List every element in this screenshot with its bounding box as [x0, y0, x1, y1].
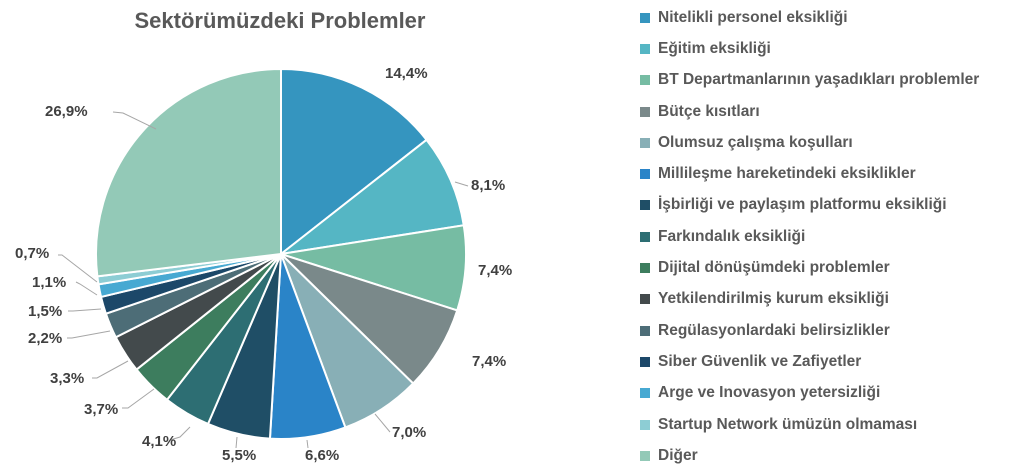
legend-swatch — [640, 231, 650, 242]
legend-item: Farkındalık eksikliği — [640, 221, 1024, 252]
legend-item: Yetkilendirilmiş kurum eksikliği — [640, 284, 1024, 315]
legend-label: Startup Network ümüzün olmaması — [658, 415, 918, 433]
legend-swatch — [640, 137, 650, 148]
data-label: 14,4% — [385, 65, 428, 82]
data-label: 3,3% — [50, 370, 84, 387]
legend-swatch — [640, 325, 650, 336]
leader-line — [454, 181, 469, 187]
legend-swatch — [640, 419, 650, 430]
data-label: 0,7% — [15, 245, 49, 262]
data-label: 4,1% — [142, 433, 176, 450]
legend-label: Yetkilendirilmiş kurum eksikliği — [658, 290, 889, 308]
legend: Nitelikli personel eksikliği Eğitim eksik… — [640, 2, 1024, 471]
leader-line — [374, 413, 391, 433]
pie-slice — [94, 67, 282, 278]
leader-line — [68, 308, 102, 312]
legend-item: İşbirliği ve paylaşım platformu eksikliğ… — [640, 190, 1024, 221]
pie-slice — [277, 138, 465, 256]
data-label: 1,5% — [28, 303, 62, 320]
legend-label: Millileşme hareketindeki eksiklikler — [658, 165, 916, 183]
data-label: 7,0% — [392, 424, 426, 441]
legend-swatch — [640, 200, 650, 211]
chart-title: Sektörümüzdeki Problemler — [134, 8, 426, 33]
legend-label: BT Departmanlarının yaşadıkları probleml… — [658, 71, 980, 89]
pie-slice — [280, 67, 428, 257]
legend-item: Dijital dönüşümdeki problemler — [640, 252, 1024, 283]
legend-swatch — [640, 106, 650, 117]
legend-swatch — [640, 12, 650, 23]
leader-line — [122, 388, 155, 409]
legend-label: İşbirliği ve paylaşım platformu eksikliğ… — [658, 196, 947, 214]
leader-line — [112, 111, 157, 130]
legend-label: Eğitim eksikliği — [658, 39, 771, 57]
legend-label: Bütçe kısıtları — [658, 102, 760, 120]
legend-label: Siber Güvenlik ve Zafiyetler — [658, 352, 862, 370]
legend-label: Regülasyonlardaki belirsizlikler — [658, 321, 890, 339]
legend-label: Nitelikli personel eksikliği — [658, 8, 848, 26]
legend-label: Dijital dönüşümdeki problemler — [658, 259, 890, 277]
legend-swatch — [640, 263, 650, 274]
legend-item: Bütçe kısıtları — [640, 96, 1024, 127]
legend-label: Farkındalık eksikliği — [658, 227, 806, 245]
leader-line — [67, 330, 111, 339]
legend-item: Siber Güvenlik ve Zafiyetler — [640, 346, 1024, 377]
data-label: 3,7% — [84, 401, 118, 418]
leader-line — [92, 360, 129, 379]
legend-item: Diğer — [640, 440, 1024, 471]
legend-swatch — [640, 169, 650, 180]
data-label: 8,1% — [471, 177, 505, 194]
data-label: 2,2% — [28, 330, 62, 347]
leader-line — [58, 254, 98, 283]
data-label: 7,4% — [472, 353, 506, 370]
leader-line — [306, 439, 309, 449]
legend-swatch — [640, 450, 650, 461]
legend-item: Nitelikli personel eksikliği — [640, 2, 1024, 33]
legend-item: Startup Network ümüzün olmaması — [640, 409, 1024, 440]
data-label: 7,4% — [478, 262, 512, 279]
legend-swatch — [640, 356, 650, 367]
legend-swatch — [640, 43, 650, 54]
legend-item: Arge ve Inovasyon yetersizliği — [640, 378, 1024, 409]
legend-item: Regülasyonlardaki belirsizlikler — [640, 315, 1024, 346]
legend-item: Olumsuz çalışma koşulları — [640, 127, 1024, 158]
leader-line — [235, 436, 238, 449]
legend-label: Arge ve Inovasyon yetersizliği — [658, 384, 881, 402]
legend-swatch — [640, 75, 650, 86]
legend-item: BT Departmanlarının yaşadıkları probleml… — [640, 65, 1024, 96]
legend-swatch — [640, 294, 650, 305]
data-label: 1,1% — [32, 274, 66, 291]
data-label: 26,9% — [45, 103, 88, 120]
data-label: 5,5% — [222, 447, 256, 464]
legend-label: Diğer — [658, 446, 698, 464]
legend-item: Eğitim eksikliği — [640, 33, 1024, 64]
data-label: 6,6% — [305, 447, 339, 464]
legend-item: Millileşme hareketindeki eksiklikler — [640, 158, 1024, 189]
legend-swatch — [640, 388, 650, 399]
leader-line — [169, 426, 191, 441]
pie-chart: 14,4% 8,1% 7,4% 7,4% 7,0% 6,6% 5,5% 4,1% 3,7%3,3… — [15, 65, 512, 464]
legend-label: Olumsuz çalışma koşulları — [658, 133, 853, 151]
leader-line — [75, 281, 98, 296]
